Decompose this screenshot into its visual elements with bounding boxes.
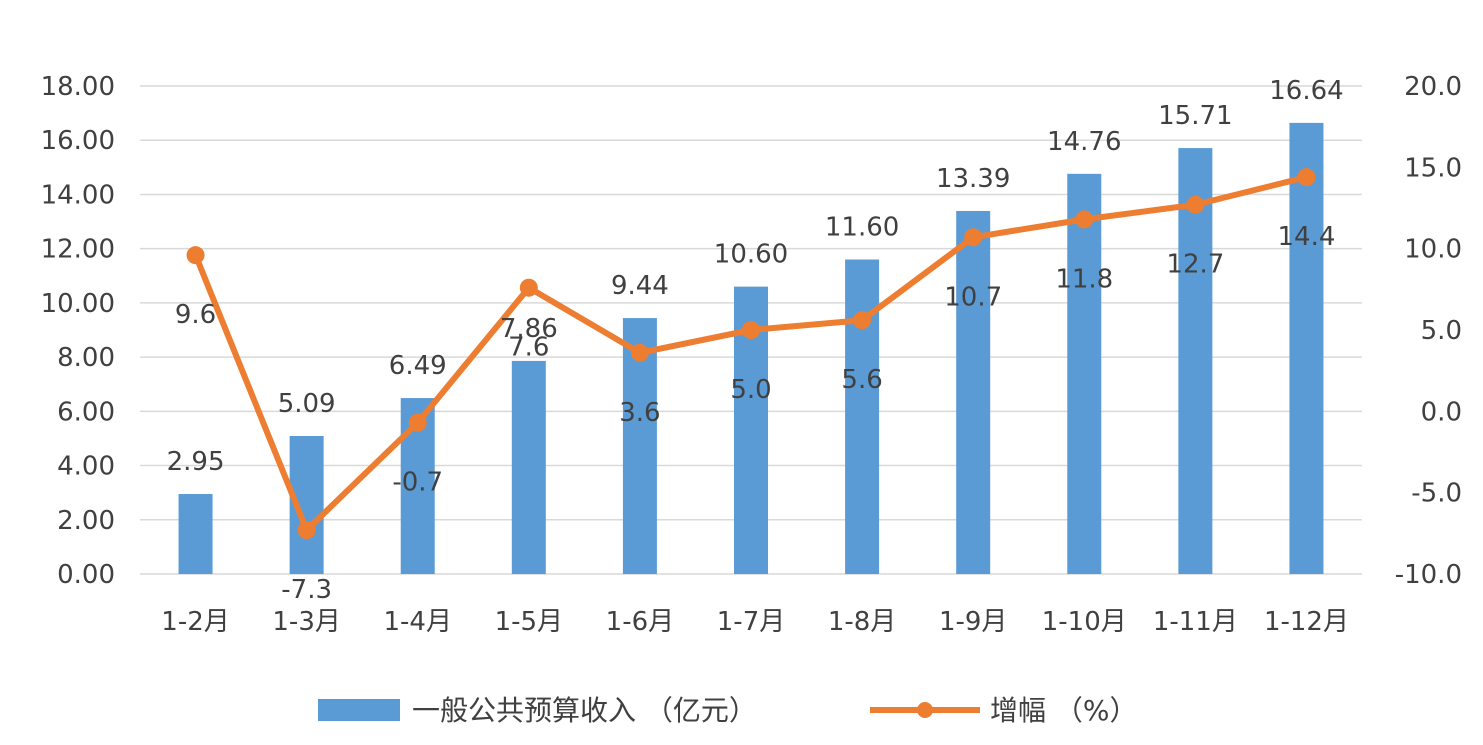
line-data-label: 7.6 <box>508 333 549 363</box>
bar-data-label: 14.76 <box>1047 127 1121 157</box>
line-data-label: 14.4 <box>1278 222 1336 252</box>
legend-line-label: 增幅 （%） <box>990 694 1138 727</box>
line-point <box>297 521 316 540</box>
left-tick-label: 0.00 <box>57 560 115 590</box>
category-label: 1-2月 <box>161 607 229 637</box>
right-tick-label: 10.0 <box>1404 235 1462 265</box>
left-tick-label: 4.00 <box>57 452 115 482</box>
line-point <box>742 321 760 339</box>
line-series <box>186 168 1316 540</box>
line-data-labels: 9.6 -7.3 -0.7 7.6 3.6 5.0 5.6 10.7 11.8 12.7 14.4 <box>175 222 1336 605</box>
bar <box>178 494 213 574</box>
line-data-label: 9.6 <box>175 300 216 330</box>
line-point <box>1075 210 1094 229</box>
category-label: 1-5月 <box>495 607 563 637</box>
line-point <box>630 343 649 362</box>
line-data-label: 5.0 <box>730 375 771 405</box>
category-label: 1-4月 <box>383 607 451 637</box>
category-label: 1-9月 <box>939 607 1007 637</box>
bar-series <box>178 122 1324 575</box>
category-axis: 1-2月 1-3月 1-4月 1-5月 1-6月 1-7月 1-8月 1-9月 1-10月 1-1… <box>161 607 1349 637</box>
left-tick-label: 6.00 <box>57 397 115 427</box>
legend-bar-label: 一般公共预算收入 （亿元） <box>412 694 757 727</box>
bar-data-label: 15.71 <box>1158 101 1232 131</box>
left-tick-label: 10.00 <box>41 289 115 319</box>
left-tick-label: 18.00 <box>41 72 115 102</box>
right-tick-label: 20.0 <box>1404 72 1462 102</box>
bar-data-label: 10.60 <box>714 240 788 270</box>
line-point <box>964 228 983 247</box>
bar <box>511 360 546 574</box>
legend-line-marker <box>917 702 933 718</box>
bar-data-labels: 2.95 5.09 6.49 7.86 9.44 10.60 11.60 13.39 14.76… <box>167 76 1344 477</box>
line-data-label: 3.6 <box>619 398 660 428</box>
right-tick-label: 0.0 <box>1421 397 1462 427</box>
bar-data-label: 9.44 <box>611 271 669 301</box>
bar-data-label: 16.64 <box>1269 76 1343 106</box>
line-data-label: 12.7 <box>1166 250 1224 280</box>
left-tick-label: 8.00 <box>57 343 115 373</box>
category-label: 1-6月 <box>606 607 674 637</box>
bar-data-label: 7.86 <box>500 314 558 344</box>
left-tick-label: 2.00 <box>57 506 115 536</box>
line-point <box>186 246 205 265</box>
line-point <box>1297 168 1316 187</box>
bar-data-label: 13.39 <box>936 164 1010 194</box>
category-label: 1-7月 <box>717 607 785 637</box>
category-label: 1-10月 <box>1042 607 1127 637</box>
legend-bar-swatch <box>318 699 400 721</box>
line-point <box>519 278 538 297</box>
line-point <box>853 311 872 330</box>
bar-data-label: 11.60 <box>825 213 899 243</box>
bar <box>1067 173 1102 574</box>
legend: 一般公共预算收入 （亿元） 增幅 （%） <box>318 694 1138 727</box>
category-label: 1-3月 <box>272 607 340 637</box>
category-label: 1-8月 <box>828 607 896 637</box>
right-tick-label: -10.0 <box>1395 560 1462 590</box>
line-data-label: 11.8 <box>1055 264 1113 294</box>
bar-data-label: 6.49 <box>389 351 447 381</box>
line-data-label: -7.3 <box>281 575 332 605</box>
category-label: 1-11月 <box>1153 607 1238 637</box>
line-data-label: 5.6 <box>841 365 882 395</box>
right-tick-label: 5.0 <box>1421 316 1462 346</box>
left-axis: 0.00 2.00 4.00 6.00 8.00 10.00 12.00 14.00 16.00… <box>41 72 115 590</box>
bar-data-label: 2.95 <box>167 447 225 477</box>
left-tick-label: 12.00 <box>41 235 115 265</box>
right-tick-label: -5.0 <box>1411 479 1462 509</box>
line-point <box>1186 195 1205 214</box>
bar-data-label: 5.09 <box>278 389 336 419</box>
line-data-label: -0.7 <box>392 468 443 498</box>
bar <box>1289 122 1324 575</box>
bar <box>845 259 880 574</box>
category-label: 1-12月 <box>1264 607 1349 637</box>
left-tick-label: 16.00 <box>41 126 115 156</box>
left-tick-label: 14.00 <box>41 180 115 210</box>
line-data-label: 10.7 <box>944 282 1002 312</box>
right-tick-label: 15.0 <box>1404 153 1462 183</box>
bar <box>956 210 991 574</box>
right-axis: -10.0 -5.0 0.0 5.0 10.0 15.0 20.0 <box>1395 72 1462 590</box>
bar <box>1178 148 1213 574</box>
line-point <box>408 413 427 432</box>
